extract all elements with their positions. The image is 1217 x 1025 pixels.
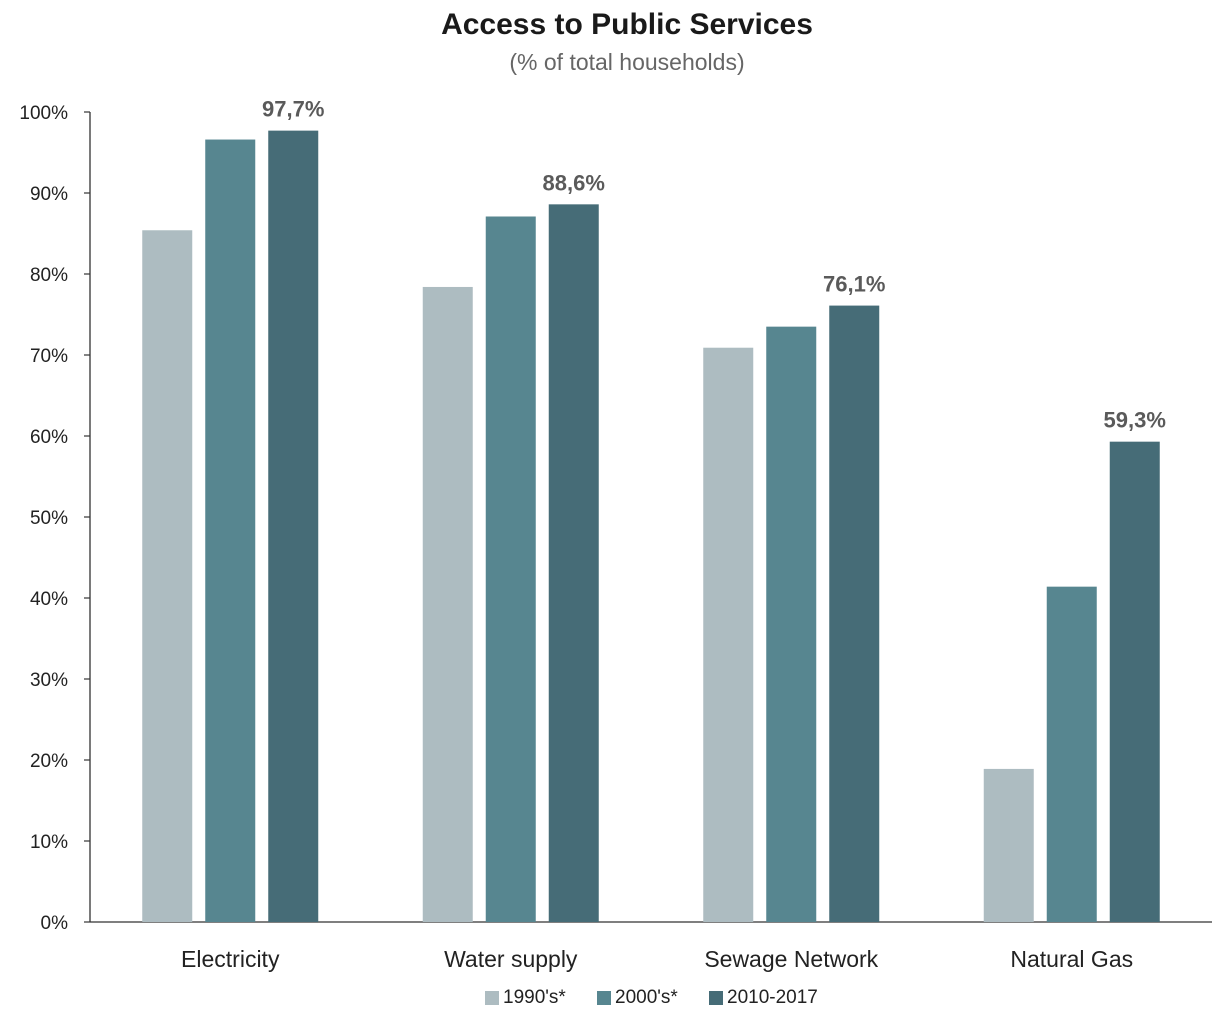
legend-label: 2000's* <box>615 987 678 1008</box>
y-tick-label: 90% <box>30 184 68 205</box>
y-tick-label: 70% <box>30 346 68 367</box>
bar-water-supply-0 <box>422 286 473 923</box>
x-tick-label: Water supply <box>444 946 578 972</box>
y-tick-label: 60% <box>30 427 68 448</box>
y-tick-label: 20% <box>30 751 68 772</box>
bar-sewage-network-0 <box>703 347 754 923</box>
bar-water-supply-2 <box>548 204 599 923</box>
chart-subtitle: (% of total households) <box>509 49 744 75</box>
y-tick-label: 50% <box>30 508 68 529</box>
bar-natural-gas-2 <box>1109 441 1160 922</box>
bar-electricity-1 <box>205 139 256 923</box>
bar-sewage-network-1 <box>766 326 817 922</box>
y-tick-label: 100% <box>19 103 68 124</box>
legend-swatch <box>485 991 499 1005</box>
bar-water-supply-1 <box>485 216 536 923</box>
legend-label: 2010-2017 <box>727 987 818 1008</box>
data-labels: 97,7% 88,6% 76,1% 59,3% <box>262 97 1166 433</box>
chart-title: Access to Public Services <box>441 8 813 41</box>
legend: 1990's* 2000's* 2010-2017 <box>485 987 818 1008</box>
y-tick-label: 80% <box>30 265 68 286</box>
bar-natural-gas-1 <box>1046 586 1097 922</box>
x-tick-label: Sewage Network <box>704 946 878 972</box>
axes: 0% 10% 20% 30% 40% 50% 60% 70% 80% 90% 100% Electri… <box>19 103 1212 972</box>
x-tick-label: Natural Gas <box>1010 946 1133 972</box>
x-tick-label: Electricity <box>181 946 280 972</box>
y-tick-label: 10% <box>30 832 68 853</box>
y-tick-label: 40% <box>30 589 68 610</box>
data-label: 76,1% <box>823 272 885 297</box>
y-tick-label: 0% <box>41 913 69 934</box>
bar-electricity-2 <box>268 130 319 922</box>
bar-sewage-network-2 <box>829 305 880 923</box>
data-label: 59,3% <box>1104 408 1166 433</box>
data-label: 88,6% <box>543 170 605 195</box>
y-tick-label: 30% <box>30 670 68 691</box>
bar-natural-gas-0 <box>983 768 1034 922</box>
legend-swatch <box>597 991 611 1005</box>
legend-swatch <box>709 991 723 1005</box>
bars <box>142 130 1160 923</box>
data-label: 97,7% <box>262 97 324 122</box>
legend-label: 1990's* <box>503 987 566 1008</box>
bar-electricity-0 <box>142 230 193 922</box>
